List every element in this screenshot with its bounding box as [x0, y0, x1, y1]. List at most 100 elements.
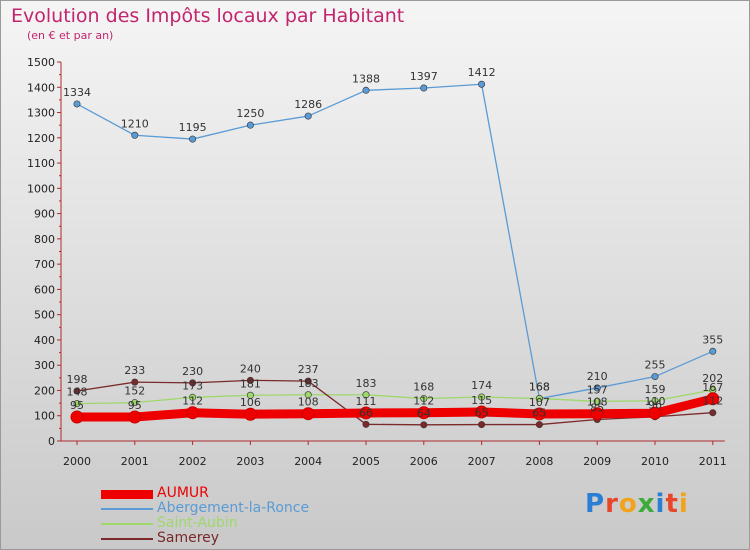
- data-label: 108: [587, 396, 608, 409]
- x-tick-label: 2004: [294, 455, 322, 468]
- x-tick-label: 2006: [410, 455, 438, 468]
- data-label: 110: [645, 395, 666, 408]
- data-point: [420, 84, 428, 92]
- y-tick-label: 300: [34, 359, 55, 372]
- data-point: [131, 378, 139, 386]
- logo-letter: o: [618, 489, 638, 519]
- data-point: [246, 391, 254, 399]
- x-tick-label: 2010: [641, 455, 669, 468]
- legend-label: Abergement-la-Ronce: [157, 500, 310, 516]
- legend-swatch: [101, 489, 153, 499]
- data-label: 96: [648, 399, 662, 412]
- data-label: 198: [67, 373, 88, 386]
- logo-letter: i: [678, 489, 689, 519]
- data-point: [186, 406, 200, 420]
- data-point: [709, 409, 717, 417]
- data-point: [590, 407, 604, 421]
- data-label: 233: [124, 364, 145, 377]
- data-point: [475, 405, 489, 419]
- data-label: 111: [356, 395, 377, 408]
- data-label: 183: [356, 377, 377, 390]
- data-point: [359, 406, 373, 420]
- data-label: 112: [413, 395, 434, 408]
- data-label: 107: [529, 396, 550, 409]
- data-point: [131, 399, 139, 407]
- series-line-abergement-la-ronce: [76, 83, 714, 400]
- data-point: [648, 406, 662, 420]
- data-label: 65: [475, 407, 489, 420]
- data-point: [131, 131, 139, 139]
- data-point: [246, 376, 254, 384]
- logo-letter: i: [655, 489, 666, 519]
- legend-swatch: [101, 508, 153, 510]
- data-label: 168: [529, 381, 550, 394]
- y-tick-label: 900: [34, 208, 55, 221]
- y-tick-label: 500: [34, 309, 55, 322]
- data-point: [709, 347, 717, 355]
- data-label: 65: [532, 407, 546, 420]
- y-tick-label: 1100: [27, 157, 55, 170]
- data-point: [535, 395, 543, 403]
- data-label: 159: [645, 383, 666, 396]
- data-point: [304, 112, 312, 120]
- data-point: [417, 406, 431, 420]
- line-chart: 0 100 200 300 400 500 600 700 800 900 1000 1100 1200…: [27, 56, 727, 468]
- data-point: [593, 397, 601, 405]
- data-point: [243, 407, 257, 421]
- data-label: 157: [587, 383, 608, 396]
- data-point: [304, 391, 312, 399]
- data-label: 173: [182, 379, 203, 392]
- data-label: 168: [529, 381, 550, 394]
- legend-label: AUMUR: [157, 485, 209, 501]
- data-label: 95: [70, 399, 84, 412]
- data-point: [189, 379, 197, 387]
- y-tick-label: 700: [34, 258, 55, 271]
- y-tick-label: 200: [34, 384, 55, 397]
- data-label: 1195: [179, 121, 207, 134]
- data-point: [651, 397, 659, 405]
- data-label: 66: [359, 406, 373, 419]
- x-tick-label: 2008: [525, 455, 553, 468]
- y-tick-label: 0: [48, 435, 55, 448]
- data-label: 240: [240, 362, 261, 375]
- data-label: 167: [702, 381, 723, 394]
- data-label: 112: [702, 395, 723, 408]
- x-tick-label: 2000: [63, 455, 91, 468]
- data-point: [301, 407, 315, 421]
- data-label: 95: [128, 399, 142, 412]
- legend-label: Samerey: [157, 530, 220, 546]
- data-label: 1286: [294, 98, 322, 111]
- chart-subtitle: (en € et par an): [27, 29, 114, 42]
- data-label: 152: [124, 385, 145, 398]
- data-point: [70, 410, 84, 424]
- data-label: 174: [471, 379, 492, 392]
- data-point: [651, 373, 659, 381]
- data-point: [478, 421, 486, 429]
- y-tick-label: 800: [34, 233, 55, 246]
- y-tick-label: 1000: [27, 182, 55, 195]
- data-label: 64: [417, 407, 431, 420]
- x-tick-label: 2001: [121, 455, 149, 468]
- data-point: [593, 384, 601, 392]
- data-label: 202: [702, 372, 723, 385]
- data-point: [362, 420, 370, 428]
- data-point: [189, 393, 197, 401]
- data-point: [362, 86, 370, 94]
- data-label: 168: [413, 381, 434, 394]
- data-label: 230: [182, 365, 203, 378]
- series-line-saint-aubin: [76, 389, 714, 405]
- data-point: [73, 387, 81, 395]
- data-label: 255: [645, 359, 666, 372]
- data-label: 183: [298, 377, 319, 390]
- y-tick-label: 400: [34, 334, 55, 347]
- proxiti-logo: Proxiti: [585, 489, 689, 519]
- data-label: 106: [240, 396, 261, 409]
- legend-label: Saint-Aubin: [157, 515, 238, 531]
- data-point: [420, 395, 428, 403]
- data-label: 1412: [468, 66, 496, 79]
- data-point: [73, 100, 81, 108]
- logo-letter: P: [585, 489, 606, 519]
- data-label: 85: [590, 402, 604, 415]
- data-label: 108: [298, 396, 319, 409]
